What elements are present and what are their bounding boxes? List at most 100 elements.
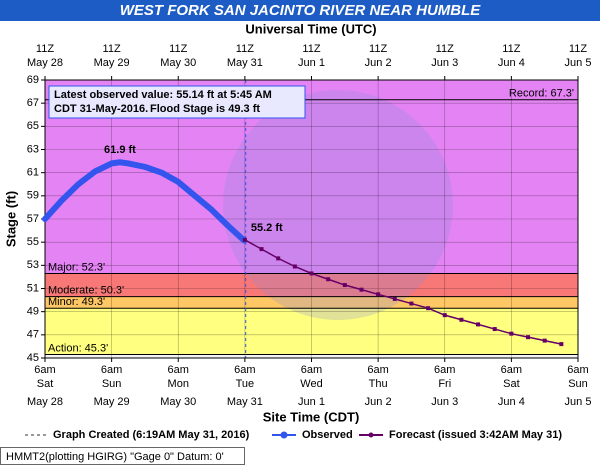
x-tick-day: Mon [168, 378, 189, 390]
x-tick-day: Fri [438, 378, 451, 390]
note-line: Flood Stage is 49.3 ft [150, 103, 260, 115]
x-tick-date: Jun 3 [431, 396, 458, 408]
value-label: 61.9 ft [104, 144, 136, 156]
threshold-label: Moderate: 50.3' [48, 285, 124, 297]
flood-band [45, 308, 578, 355]
forecast-point [559, 342, 564, 347]
x-tick-date: May 31 [227, 396, 263, 408]
top-tick-date: Jun 1 [298, 57, 325, 69]
forecast-point [292, 264, 297, 269]
forecast-point [409, 301, 414, 306]
x-axis-label: Site Time (CDT) [263, 409, 360, 424]
top-tick-date: Jun 3 [431, 57, 458, 69]
legend-label: Observed [302, 429, 353, 441]
x-tick-date: May 29 [94, 396, 130, 408]
forecast-point [442, 313, 447, 318]
legend-marker [368, 432, 374, 438]
y-axis-label: Stage (ft) [3, 191, 18, 247]
y-tick-label: 49 [27, 306, 39, 318]
threshold-label: Action: 45.3' [48, 342, 108, 354]
x-tick-day: Wed [300, 378, 322, 390]
forecast-point [509, 331, 514, 336]
top-tick-time: 11Z [436, 43, 454, 55]
forecast-point [376, 292, 381, 297]
x-tick-date: Jun 1 [298, 396, 325, 408]
forecast-point [309, 271, 314, 276]
forecast-point [359, 287, 364, 292]
y-tick-label: 61 [27, 167, 39, 179]
chart-title: WEST FORK SAN JACINTO RIVER NEAR HUMBLE [120, 2, 482, 19]
forecast-point [526, 335, 531, 340]
top-tick-date: May 31 [227, 57, 263, 69]
note-line: Latest observed value: 55.14 ft at 5:45 … [54, 89, 272, 101]
record-label: Record: 67.3' [509, 88, 574, 100]
top-tick-time: 11Z [169, 43, 187, 55]
x-tick-date: May 30 [160, 396, 196, 408]
threshold-label: Minor: 49.3' [48, 296, 105, 308]
top-tick-time: 11Z [569, 43, 587, 55]
forecast-point [492, 327, 497, 332]
x-tick-date: Jun 4 [498, 396, 525, 408]
y-tick-label: 59 [27, 190, 39, 202]
top-tick-time: 11Z [369, 43, 387, 55]
top-tick-date: May 30 [160, 57, 196, 69]
forecast-point [326, 277, 331, 282]
title-bar [0, 0, 600, 21]
y-tick-label: 53 [27, 259, 39, 271]
legend-label: Forecast (issued 3:42AM May 31) [389, 429, 562, 441]
forecast-point [542, 338, 547, 343]
top-tick-date: May 28 [27, 57, 63, 69]
top-tick-time: 11Z [236, 43, 254, 55]
x-tick-time: 6am [301, 364, 322, 376]
forecast-point [392, 296, 397, 301]
x-tick-time: 6am [234, 364, 255, 376]
x-tick-time: 6am [567, 364, 588, 376]
forecast-point [242, 237, 247, 242]
note-box [48, 85, 306, 119]
forecast-point [276, 256, 281, 261]
forecast-point [259, 247, 264, 252]
x-tick-day: Sun [568, 378, 588, 390]
y-tick-label: 51 [27, 282, 39, 294]
forecast-point [426, 306, 431, 311]
y-tick-label: 45 [27, 352, 39, 364]
x-tick-date: May 28 [27, 396, 63, 408]
top-tick-time: 11Z [502, 43, 520, 55]
y-tick-label: 69 [27, 74, 39, 86]
x-tick-day: Thu [369, 378, 388, 390]
x-tick-day: Sat [37, 378, 54, 390]
top-tick-date: Jun 4 [498, 57, 525, 69]
y-tick-label: 55 [27, 236, 39, 248]
flood-band [45, 296, 578, 309]
y-tick-label: 63 [27, 143, 39, 155]
forecast-point [342, 283, 347, 288]
series-line [244, 239, 563, 345]
x-tick-day: Sat [503, 378, 520, 390]
top-tick-time: 11Z [103, 43, 121, 55]
x-tick-date: Jun 5 [565, 396, 592, 408]
legend-label: Graph Created (6:19AM May 31, 2016) [53, 429, 250, 441]
x-tick-date: Jun 2 [365, 396, 392, 408]
watermark [223, 90, 453, 320]
top-tick-time: 11Z [302, 43, 320, 55]
top-tick-date: Jun 2 [365, 57, 392, 69]
top-tick-time: 11Z [36, 43, 54, 55]
x-tick-time: 6am [34, 364, 55, 376]
series-line [42, 159, 248, 244]
footer: HMMT2(plotting HGIRG) "Gage 0" Datum: 0' [6, 451, 224, 463]
x-tick-time: 6am [501, 364, 522, 376]
value-label: 55.2 ft [251, 222, 283, 234]
y-tick-label: 67 [27, 97, 39, 109]
top-axis-label: Universal Time (UTC) [245, 21, 376, 36]
flood-band [45, 273, 578, 297]
x-tick-time: 6am [168, 364, 189, 376]
y-tick-label: 65 [27, 120, 39, 132]
x-tick-day: Sun [102, 378, 122, 390]
forecast-point [459, 317, 464, 322]
x-tick-day: Tue [236, 378, 255, 390]
threshold-label: Major: 52.3' [48, 261, 105, 273]
forecast-point [476, 322, 481, 327]
note-line: CDT 31-May-2016. [54, 103, 148, 115]
x-tick-time: 6am [434, 364, 455, 376]
